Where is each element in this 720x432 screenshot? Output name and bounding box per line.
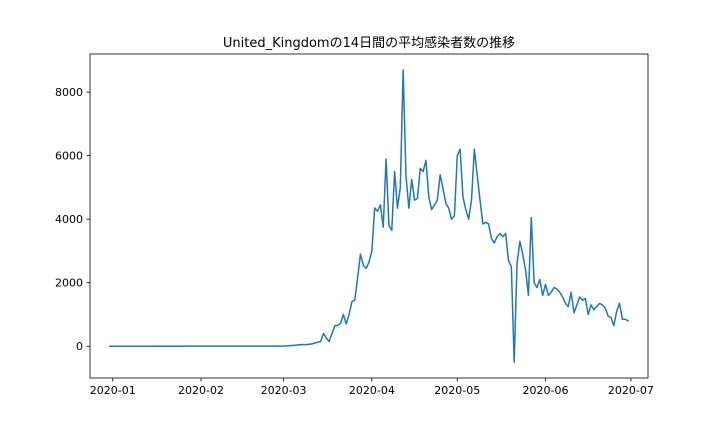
y-tick-label: 6000 (55, 150, 83, 163)
x-tick-label: 2020-05 (434, 384, 480, 397)
x-tick-label: 2020-01 (90, 384, 136, 397)
y-tick-label: 0 (76, 340, 83, 353)
series-line-united-kingdom (109, 69, 630, 363)
x-tick-label: 2020-04 (349, 384, 395, 397)
ticks-layer: 2020-01 2020-02 2020-03 2020-04 2020-05 2020-… (55, 86, 654, 397)
series-layer (109, 69, 630, 363)
x-tick-label: 2020-07 (608, 384, 654, 397)
plot-area-frame (89, 53, 649, 379)
y-tick-label: 4000 (55, 213, 83, 226)
x-tick-label: 2020-06 (523, 384, 569, 397)
x-tick-label: 2020-03 (261, 384, 307, 397)
x-tick-label: 2020-02 (178, 384, 224, 397)
chart-title: United_Kingdomの14日間の平均感染者数の推移 (223, 35, 515, 51)
y-tick-label: 2000 (55, 277, 83, 290)
y-tick-label: 8000 (55, 86, 83, 99)
